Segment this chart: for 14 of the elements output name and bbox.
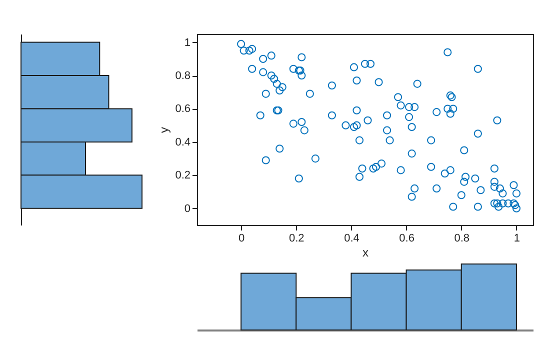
y-tick-label: 0.6 (175, 103, 190, 116)
x-tick-label: 0.6 (399, 232, 414, 244)
y-axis-title: y (157, 127, 172, 133)
x-tick-label: 0.4 (344, 232, 360, 244)
x-tick-label: 0.2 (289, 232, 304, 244)
x-tick-label: 0.8 (454, 232, 470, 244)
x-tick-label: 0 (238, 232, 245, 244)
x-axis-title: x (362, 246, 368, 260)
y-tick-label: 1 (184, 36, 190, 49)
x-tick-label: 1 (514, 232, 520, 244)
y-tick-label: 0.2 (175, 170, 190, 182)
y-tick-label: 0.4 (175, 136, 190, 148)
y-tick-label: 0.8 (175, 70, 190, 82)
y-tick-label: 0 (184, 202, 190, 215)
